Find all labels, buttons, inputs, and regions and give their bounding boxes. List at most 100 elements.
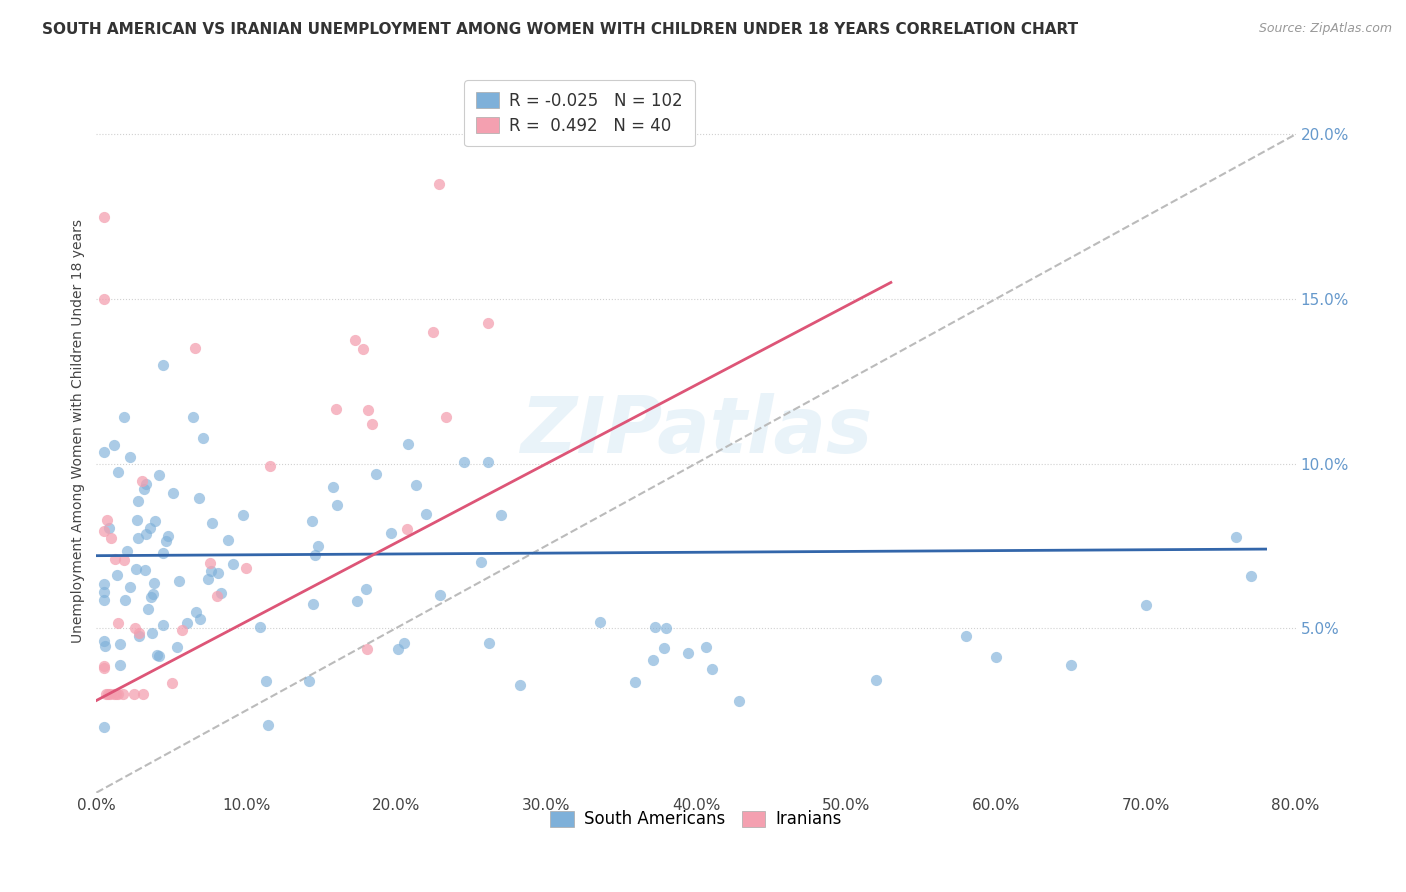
Iranians (235, 561, 257, 575)
Iranians (396, 522, 419, 536)
Iranians (205, 589, 228, 603)
South Americans (148, 468, 170, 483)
South Americans (107, 465, 129, 479)
Iranians (103, 687, 125, 701)
South Americans (249, 620, 271, 634)
South Americans (304, 549, 326, 563)
Iranians (259, 458, 281, 473)
Iranians (107, 687, 129, 701)
South Americans (307, 539, 329, 553)
South Americans (1135, 599, 1157, 613)
South Americans (139, 590, 162, 604)
South Americans (127, 513, 149, 527)
Iranians (93, 524, 115, 538)
South Americans (429, 588, 451, 602)
South Americans (103, 438, 125, 452)
Iranians (427, 177, 450, 191)
Iranians (98, 687, 121, 701)
South Americans (301, 597, 323, 611)
Iranians (356, 642, 378, 657)
South Americans (470, 555, 492, 569)
South Americans (865, 673, 887, 687)
South Americans (652, 641, 675, 656)
South Americans (453, 455, 475, 469)
South Americans (118, 580, 141, 594)
South Americans (120, 450, 142, 465)
South Americans (93, 593, 115, 607)
South Americans (142, 576, 165, 591)
South Americans (110, 658, 132, 673)
Iranians (94, 687, 117, 701)
South Americans (346, 594, 368, 608)
South Americans (405, 477, 427, 491)
South Americans (415, 507, 437, 521)
South Americans (644, 620, 666, 634)
South Americans (728, 693, 751, 707)
Iranians (107, 615, 129, 630)
Iranians (131, 687, 153, 701)
South Americans (955, 629, 977, 643)
Iranians (112, 553, 135, 567)
Iranians (100, 531, 122, 545)
South Americans (187, 491, 209, 505)
South Americans (176, 616, 198, 631)
South Americans (93, 585, 115, 599)
South Americans (1239, 569, 1261, 583)
Iranians (93, 661, 115, 675)
Iranians (352, 342, 374, 356)
South Americans (209, 586, 232, 600)
South Americans (146, 648, 169, 662)
South Americans (108, 637, 131, 651)
South Americans (200, 564, 222, 578)
South Americans (984, 649, 1007, 664)
Iranians (357, 402, 380, 417)
South Americans (155, 534, 177, 549)
Iranians (122, 687, 145, 701)
Iranians (93, 658, 115, 673)
South Americans (115, 544, 138, 558)
South Americans (188, 612, 211, 626)
South Americans (197, 572, 219, 586)
Iranians (477, 316, 499, 330)
South Americans (193, 431, 215, 445)
South Americans (152, 546, 174, 560)
South Americans (478, 636, 501, 650)
South Americans (695, 640, 717, 654)
South Americans (354, 582, 377, 597)
South Americans (94, 640, 117, 654)
Text: SOUTH AMERICAN VS IRANIAN UNEMPLOYMENT AMONG WOMEN WITH CHILDREN UNDER 18 YEARS : SOUTH AMERICAN VS IRANIAN UNEMPLOYMENT A… (42, 22, 1078, 37)
South Americans (322, 480, 344, 494)
South Americans (98, 521, 121, 535)
South Americans (93, 444, 115, 458)
South Americans (134, 482, 156, 496)
Iranians (128, 626, 150, 640)
South Americans (256, 718, 278, 732)
South Americans (152, 358, 174, 372)
South Americans (221, 557, 243, 571)
Iranians (170, 623, 193, 637)
South Americans (93, 720, 115, 734)
South Americans (142, 587, 165, 601)
South Americans (489, 508, 512, 523)
South Americans (128, 629, 150, 643)
South Americans (134, 563, 156, 577)
Iranians (124, 621, 146, 635)
South Americans (114, 593, 136, 607)
Iranians (361, 417, 384, 432)
Iranians (184, 341, 207, 355)
South Americans (366, 467, 388, 481)
South Americans (162, 486, 184, 500)
South Americans (232, 508, 254, 522)
South Americans (509, 678, 531, 692)
South Americans (152, 618, 174, 632)
South Americans (201, 516, 224, 530)
Iranians (422, 325, 444, 339)
Text: ZIPatlas: ZIPatlas (520, 392, 872, 468)
South Americans (139, 521, 162, 535)
South Americans (184, 605, 207, 619)
Iranians (131, 474, 153, 488)
South Americans (380, 526, 402, 541)
Iranians (198, 556, 221, 570)
Iranians (97, 687, 120, 701)
Iranians (325, 402, 347, 417)
